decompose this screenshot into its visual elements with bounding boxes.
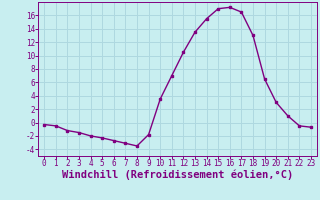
X-axis label: Windchill (Refroidissement éolien,°C): Windchill (Refroidissement éolien,°C) [62,170,293,180]
